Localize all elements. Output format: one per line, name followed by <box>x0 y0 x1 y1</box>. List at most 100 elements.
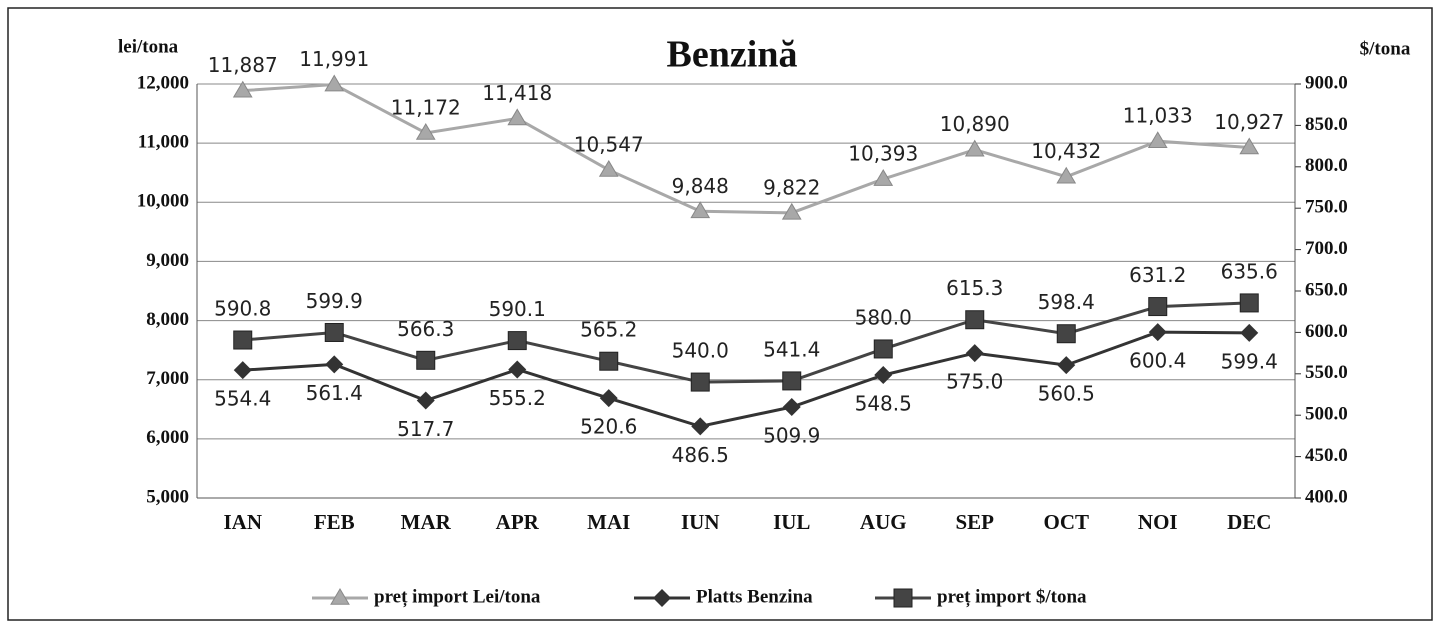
point <box>599 351 619 371</box>
series-line <box>242 83 1250 215</box>
data-label: 11,887 <box>208 53 278 77</box>
data-label: 615.3 <box>946 276 1003 300</box>
point <box>691 417 710 436</box>
point <box>690 372 710 392</box>
data-label: 517.7 <box>397 417 454 441</box>
legend-label: preț import Lei/tona <box>374 586 541 607</box>
point <box>1240 323 1259 342</box>
data-label: 590.8 <box>214 297 271 321</box>
y-tick-label: 7,000 <box>146 368 189 389</box>
x-tick-label: IUN <box>681 510 720 534</box>
point <box>416 391 435 410</box>
point <box>690 201 711 219</box>
point <box>415 122 436 140</box>
point <box>232 80 253 98</box>
y-tick-label: 9,000 <box>146 250 189 271</box>
legend-marker <box>653 589 671 607</box>
data-label: 548.5 <box>855 392 912 416</box>
x-tick-label: MAR <box>401 510 452 534</box>
x-tick-label: IAN <box>223 510 262 534</box>
point <box>1147 131 1168 148</box>
y2-tick-label: 750.0 <box>1305 197 1348 218</box>
y-tick-label: 5,000 <box>146 486 189 507</box>
data-label: 10,927 <box>1214 110 1284 134</box>
x-tick-label: NOI <box>1138 510 1178 534</box>
x-tick-label: OCT <box>1043 510 1089 534</box>
point <box>965 310 985 330</box>
data-label: 520.6 <box>580 415 637 439</box>
y2-axis-label: $/tona <box>1360 38 1411 59</box>
data-label: 10,432 <box>1031 139 1101 163</box>
point <box>507 108 528 126</box>
data-label: 9,848 <box>672 174 729 198</box>
point <box>1056 324 1076 344</box>
y2-tick-label: 450.0 <box>1305 445 1348 466</box>
series-line <box>242 301 1250 384</box>
data-label: 10,393 <box>848 142 918 166</box>
y-tick-label: 11,000 <box>138 132 189 153</box>
x-tick-label: MAI <box>587 510 630 534</box>
point <box>598 159 619 177</box>
frame <box>7 7 1433 621</box>
point <box>873 169 894 186</box>
point <box>1057 356 1076 375</box>
y2-tick-label: 600.0 <box>1305 321 1348 342</box>
point <box>782 398 801 417</box>
point <box>325 355 344 374</box>
data-label: 540.0 <box>672 339 729 363</box>
point <box>324 74 345 92</box>
data-label: 598.4 <box>1038 290 1095 314</box>
y-tick-label: 12,000 <box>137 72 189 93</box>
point <box>782 371 802 391</box>
y2-tick-label: 900.0 <box>1305 72 1348 93</box>
x-tick-label: FEB <box>314 510 355 534</box>
point <box>1239 137 1260 155</box>
point <box>781 202 802 220</box>
data-label: 631.2 <box>1129 263 1186 287</box>
y-tick-label: 10,000 <box>137 191 189 212</box>
y-tick-label: 6,000 <box>146 427 189 448</box>
data-label: 9,822 <box>763 175 820 199</box>
point <box>233 361 252 380</box>
data-label: 11,033 <box>1123 104 1193 128</box>
y2-tick-label: 850.0 <box>1305 114 1348 135</box>
data-label: 635.6 <box>1221 259 1278 283</box>
point <box>874 366 893 385</box>
data-label: 486.5 <box>672 443 729 467</box>
data-label: 10,547 <box>574 132 644 156</box>
y-tick-label: 8,000 <box>146 309 189 330</box>
x-tick-label: AUG <box>860 510 907 534</box>
x-tick-label: DEC <box>1227 510 1271 534</box>
legend-label: Platts Benzina <box>696 586 813 607</box>
data-label: 575.0 <box>946 370 1003 394</box>
y2-tick-label: 400.0 <box>1305 486 1348 507</box>
point <box>1148 323 1167 342</box>
y2-tick-label: 500.0 <box>1305 404 1348 425</box>
point <box>233 330 253 350</box>
y2-tick-label: 550.0 <box>1305 362 1348 383</box>
x-tick-label: SEP <box>955 510 994 534</box>
data-label: 599.9 <box>306 289 363 313</box>
point <box>324 322 344 342</box>
legend-marker <box>893 588 913 608</box>
data-label: 561.4 <box>306 381 363 405</box>
y2-tick-label: 700.0 <box>1305 238 1348 259</box>
x-tick-label: APR <box>496 510 540 534</box>
point <box>873 339 893 359</box>
data-label: 560.5 <box>1038 382 1095 406</box>
point <box>1148 297 1168 317</box>
chart-title: Benzină <box>667 34 798 76</box>
legend-marker <box>330 588 350 605</box>
point <box>508 360 527 379</box>
data-label: 566.3 <box>397 317 454 341</box>
y2-tick-label: 650.0 <box>1305 279 1348 300</box>
series-line <box>242 330 1250 428</box>
data-label: 11,418 <box>482 81 552 105</box>
point <box>599 389 618 408</box>
data-label: 599.4 <box>1221 349 1278 373</box>
y-axis-label: lei/tona <box>118 36 179 57</box>
data-label: 11,991 <box>299 47 369 71</box>
x-tick-label: IUL <box>773 510 810 534</box>
data-label: 541.4 <box>763 337 820 361</box>
